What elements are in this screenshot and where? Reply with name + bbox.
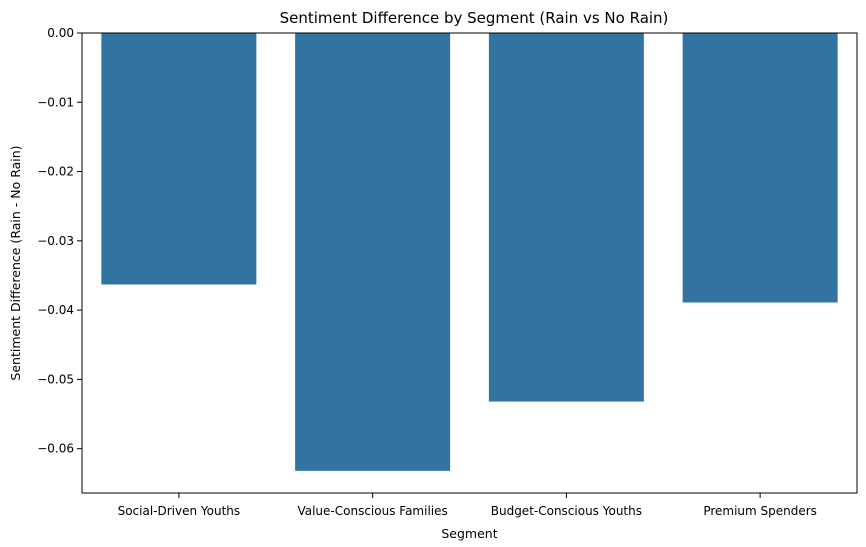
bar-social-driven-youths bbox=[101, 33, 257, 285]
y-tick-label: 0.00 bbox=[47, 26, 74, 40]
plot-area: 0.00 −0.01 −0.02 −0.03 −0.04 −0.05 −0.06 Socia… bbox=[37, 26, 858, 518]
x-tick-label: Premium Spenders bbox=[703, 504, 817, 518]
bar-value-conscious-families bbox=[295, 33, 451, 471]
plot-frame bbox=[81, 32, 858, 494]
x-tick-label: Value-Conscious Families bbox=[297, 504, 447, 518]
y-tick-label: −0.06 bbox=[37, 442, 74, 456]
x-tick-label: Social-Driven Youths bbox=[118, 504, 241, 518]
y-tick-label: −0.04 bbox=[37, 303, 74, 317]
bar-budget-conscious-youths bbox=[488, 33, 644, 402]
y-tick-label: −0.05 bbox=[37, 372, 74, 386]
y-tick-label: −0.02 bbox=[37, 165, 74, 179]
y-axis-label: Sentiment Difference (Rain - No Rain) bbox=[8, 145, 23, 380]
x-tick-label: Budget-Conscious Youths bbox=[491, 504, 642, 518]
x-axis-label: Segment bbox=[441, 526, 497, 541]
chart-title: Sentiment Difference by Segment (Rain vs… bbox=[280, 9, 669, 27]
y-axis-ticks: 0.00 −0.01 −0.02 −0.03 −0.04 −0.05 −0.06 bbox=[37, 26, 82, 456]
y-tick-label: −0.01 bbox=[37, 95, 74, 109]
bars-group bbox=[101, 33, 838, 471]
bar-premium-spenders bbox=[682, 33, 838, 303]
y-tick-label: −0.03 bbox=[37, 234, 74, 248]
x-axis-ticks: Social-Driven Youths Value-Conscious Fami… bbox=[118, 493, 817, 518]
